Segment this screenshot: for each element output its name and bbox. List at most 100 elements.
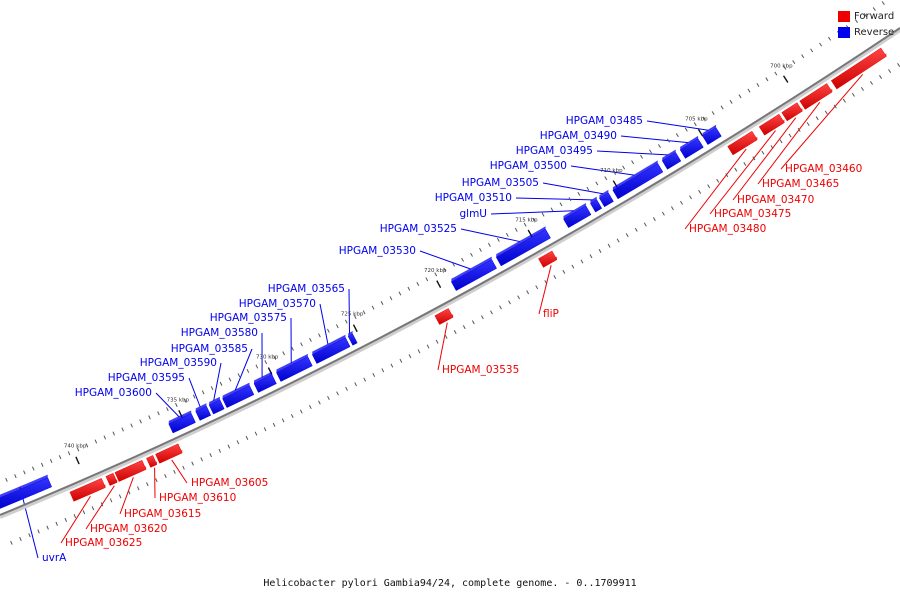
gene-label[interactable]: HPGAM_03625 [65, 537, 142, 549]
minor-tick [756, 82, 760, 87]
gene-feature[interactable] [563, 205, 592, 229]
minor-tick [725, 173, 729, 178]
minor-tick [272, 422, 276, 427]
gene-feature[interactable] [781, 102, 803, 122]
gene-label[interactable]: HPGAM_03470 [737, 194, 814, 206]
gene-features [0, 47, 887, 510]
gene-feature[interactable] [702, 127, 722, 145]
gene-feature[interactable] [347, 333, 358, 346]
gene-label[interactable]: HPGAM_03495 [516, 145, 593, 157]
gene-feature[interactable] [451, 259, 497, 291]
legend-reverse-swatch [838, 26, 850, 38]
minor-tick [444, 334, 448, 339]
gene-feature[interactable] [599, 192, 614, 208]
gene-feature[interactable] [208, 399, 225, 415]
gene-feature[interactable] [253, 374, 277, 393]
gene-label[interactable]: HPGAM_03565 [268, 283, 345, 295]
minor-tick [46, 525, 49, 530]
gene-label[interactable]: HPGAM_03475 [714, 208, 791, 220]
gene-label[interactable]: HPGAM_03490 [540, 130, 617, 142]
gene-label[interactable]: HPGAM_03485 [566, 115, 643, 127]
gene-feature[interactable] [311, 337, 351, 364]
gene-feature[interactable] [168, 413, 196, 434]
minor-tick [408, 354, 412, 359]
gene-label[interactable]: uvrA [42, 552, 67, 564]
minor-tick [309, 405, 312, 410]
gene-label[interactable]: HPGAM_03595 [108, 372, 185, 384]
gene-leader-line [570, 165, 635, 176]
minor-tick [23, 470, 26, 475]
gene-feature-depth [0, 474, 48, 498]
gene-leader-line [780, 74, 864, 170]
gene-label[interactable]: HPGAM_03530 [339, 245, 416, 257]
minor-tick [73, 514, 77, 519]
gene-feature[interactable] [495, 228, 551, 267]
gene-label[interactable]: HPGAM_03480 [689, 223, 766, 235]
gene-feature[interactable] [590, 199, 603, 213]
gene-label[interactable]: HPGAM_03570 [239, 298, 316, 310]
gene-feature[interactable] [612, 163, 664, 200]
minor-tick [282, 351, 285, 356]
gene-feature[interactable] [155, 443, 183, 464]
minor-tick [362, 310, 366, 315]
gene-feature[interactable] [727, 130, 758, 156]
gene-label[interactable]: HPGAM_03505 [462, 177, 539, 189]
gene-label[interactable]: HPGAM_03525 [380, 223, 457, 235]
minor-tick [453, 330, 457, 335]
gene-label[interactable]: HPGAM_03605 [191, 477, 268, 489]
gene-label[interactable]: glmU [460, 208, 488, 220]
minor-tick [761, 150, 765, 155]
gene-label[interactable]: HPGAM_03465 [762, 178, 839, 190]
gene-feature[interactable] [661, 152, 682, 170]
gene-leader-line [490, 210, 574, 215]
gene-label[interactable]: HPGAM_03580 [181, 327, 258, 339]
gene-feature[interactable] [799, 83, 833, 110]
gene-label[interactable]: HPGAM_03600 [75, 387, 152, 399]
minor-tick [879, 75, 883, 79]
gene-label[interactable]: HPGAM_03460 [785, 163, 862, 175]
gene-feature[interactable] [830, 47, 887, 90]
gene-feature[interactable] [679, 138, 704, 159]
minor-tick [417, 349, 421, 354]
minor-tick [426, 344, 430, 349]
gene-feature[interactable] [114, 459, 147, 482]
minor-tick [544, 280, 548, 285]
gene-label[interactable]: HPGAM_03585 [171, 343, 248, 355]
gene-label[interactable]: HPGAM_03535 [442, 364, 519, 376]
minor-tick [264, 360, 268, 365]
minor-tick [684, 127, 688, 132]
minor-tick [607, 243, 611, 248]
minor-tick [842, 98, 846, 103]
gene-feature[interactable] [69, 478, 106, 502]
gene-feature[interactable] [0, 477, 52, 510]
gene-label[interactable]: HPGAM_03590 [140, 357, 217, 369]
gene-feature[interactable] [434, 308, 454, 325]
minor-tick [416, 282, 420, 286]
gene-feature[interactable] [146, 455, 158, 468]
minor-tick [148, 415, 151, 420]
gene-feature[interactable] [758, 113, 785, 136]
gene-feature-depth [276, 353, 308, 373]
gene-label[interactable]: HPGAM_03620 [90, 523, 167, 535]
minor-tick [5, 477, 8, 482]
gene-label[interactable]: fliP [543, 308, 559, 320]
minor-tick [792, 60, 796, 64]
gene-label[interactable]: HPGAM_03500 [490, 160, 567, 172]
gene-label[interactable]: HPGAM_03615 [124, 508, 201, 520]
minor-tick [562, 269, 566, 274]
minor-tick [810, 48, 814, 53]
scale-ticks: 700 kbp 705 kbp 710 kbp 715 kbp 720 kbp 725 k… [5, 1, 900, 545]
gene-feature[interactable] [222, 385, 255, 408]
minor-tick [76, 447, 80, 452]
gene-feature[interactable] [538, 250, 558, 268]
gene-label[interactable]: HPGAM_03510 [435, 192, 512, 204]
minor-tick [716, 178, 720, 183]
minor-tick [505, 232, 509, 237]
gene-leader-line [155, 392, 180, 418]
gene-feature[interactable] [195, 405, 212, 421]
gene-label[interactable]: HPGAM_03575 [210, 312, 287, 324]
gene-feature[interactable] [276, 356, 313, 382]
minor-tick [743, 162, 747, 166]
gene-label[interactable]: HPGAM_03610 [159, 492, 236, 504]
gene-feature[interactable] [105, 472, 118, 486]
